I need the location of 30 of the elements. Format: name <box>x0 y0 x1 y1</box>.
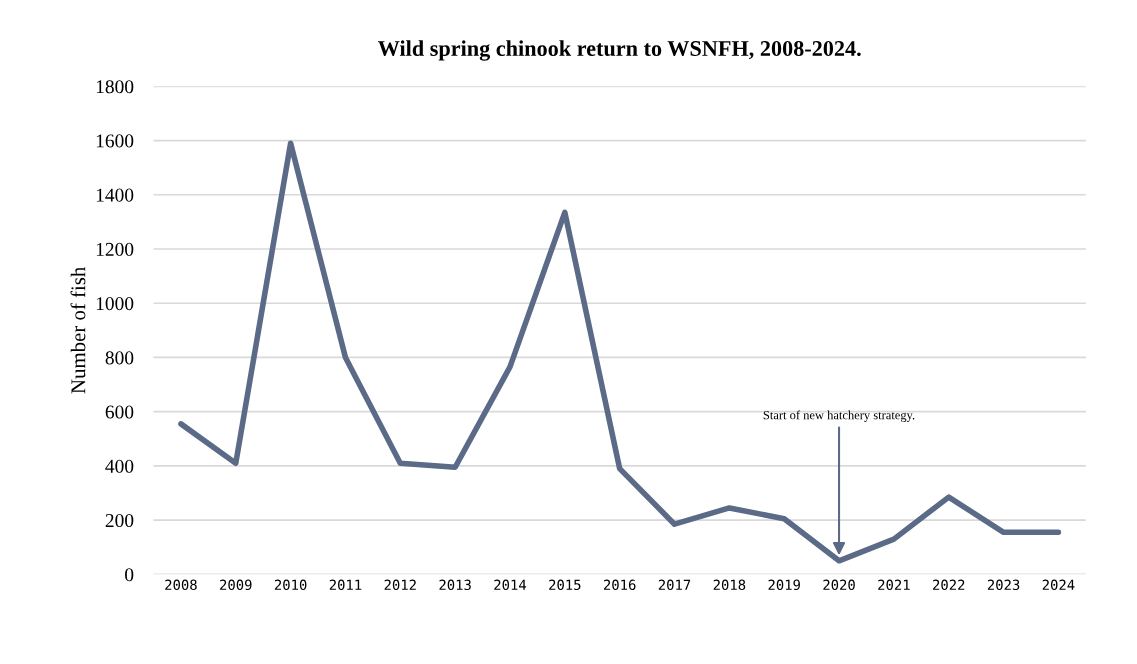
x-tick-label: 2020 <box>823 579 855 591</box>
y-tick-label: 1800 <box>96 80 134 94</box>
x-tick-label: 2016 <box>603 579 636 591</box>
x-tick-label: 2022 <box>933 579 965 591</box>
y-tick-label: 200 <box>105 513 134 528</box>
x-tick-label: 2010 <box>274 579 307 591</box>
x-tick-label: 2009 <box>220 579 252 591</box>
y-axis-title: Number of fish <box>70 266 86 394</box>
x-tick-label: 2008 <box>165 579 197 591</box>
x-tick-label: 2017 <box>658 579 691 591</box>
x-tick-label: 2023 <box>987 579 1020 591</box>
x-tick-label: 2021 <box>878 579 910 591</box>
y-tick-label: 0 <box>125 568 134 582</box>
y-tick-label: 1000 <box>96 297 134 311</box>
x-tick-label: 2014 <box>494 579 527 591</box>
y-tick-label: 1600 <box>96 134 134 148</box>
y-tick-label: 800 <box>105 351 134 365</box>
annotation: Start of new hatchery strategy. <box>763 410 915 422</box>
chart-title: Wild spring chinook return to WSNFH, 2008-2024. <box>377 40 861 61</box>
x-tick-label: 2019 <box>768 579 800 591</box>
y-tick-label: 400 <box>105 459 134 473</box>
x-tick-label: 2015 <box>549 579 581 591</box>
x-tick-label: 2011 <box>329 579 362 591</box>
x-tick-label: 2024 <box>1042 579 1075 591</box>
x-tick-label: 2012 <box>384 579 416 591</box>
y-tick-label: 1200 <box>96 242 134 256</box>
y-tick-label: 600 <box>105 405 134 419</box>
x-tick-label: 2013 <box>439 579 471 591</box>
y-tick-label: 1400 <box>96 188 134 202</box>
x-tick-label: 2018 <box>713 579 746 591</box>
